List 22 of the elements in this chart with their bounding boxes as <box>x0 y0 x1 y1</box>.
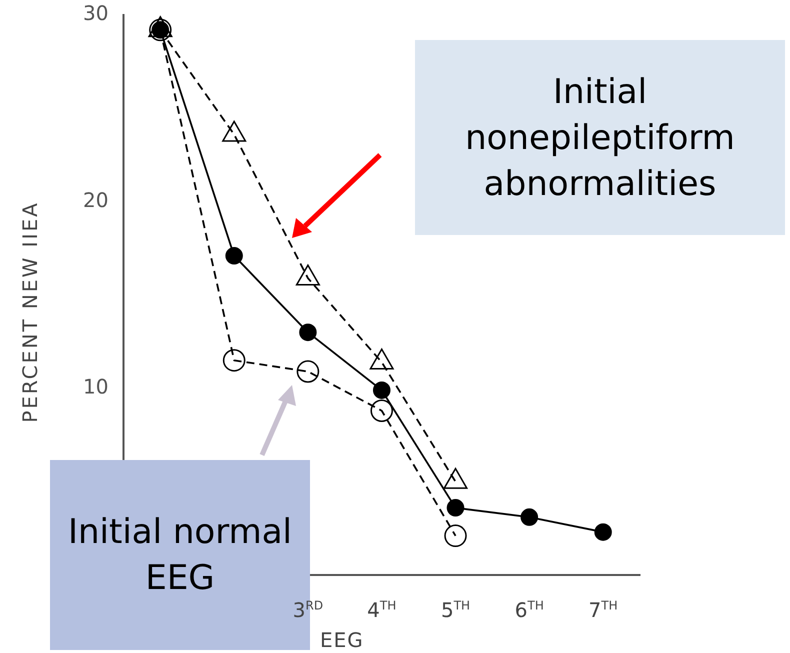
point <box>520 508 538 526</box>
point <box>446 499 464 517</box>
y-tick-label: 30 <box>82 1 108 26</box>
point <box>299 324 317 342</box>
x-tick-label: 7$^{TH}$ <box>588 598 618 622</box>
x-tick-label: 3$^{RD}$ <box>292 598 324 622</box>
y-axis-title: PERCENT NEW IIEA <box>18 200 42 425</box>
annotation: Initial nonepileptiform abnormalities <box>415 40 785 235</box>
x-tick-label: 5$^{TH}$ <box>440 598 470 622</box>
annotation: Initial normal EEG <box>68 512 292 598</box>
point <box>372 381 390 399</box>
point <box>225 247 243 265</box>
point <box>370 399 393 422</box>
y-tick-label: 10 <box>82 374 108 399</box>
point <box>222 349 246 372</box>
point <box>444 524 467 548</box>
point <box>594 523 612 541</box>
x-tick-label: 4$^{TH}$ <box>367 598 396 622</box>
x-axis-title: EEG <box>320 628 364 652</box>
point <box>296 360 320 383</box>
y-tick-label: 20 <box>82 188 108 212</box>
x-tick-label: 6$^{TH}$ <box>514 598 544 622</box>
